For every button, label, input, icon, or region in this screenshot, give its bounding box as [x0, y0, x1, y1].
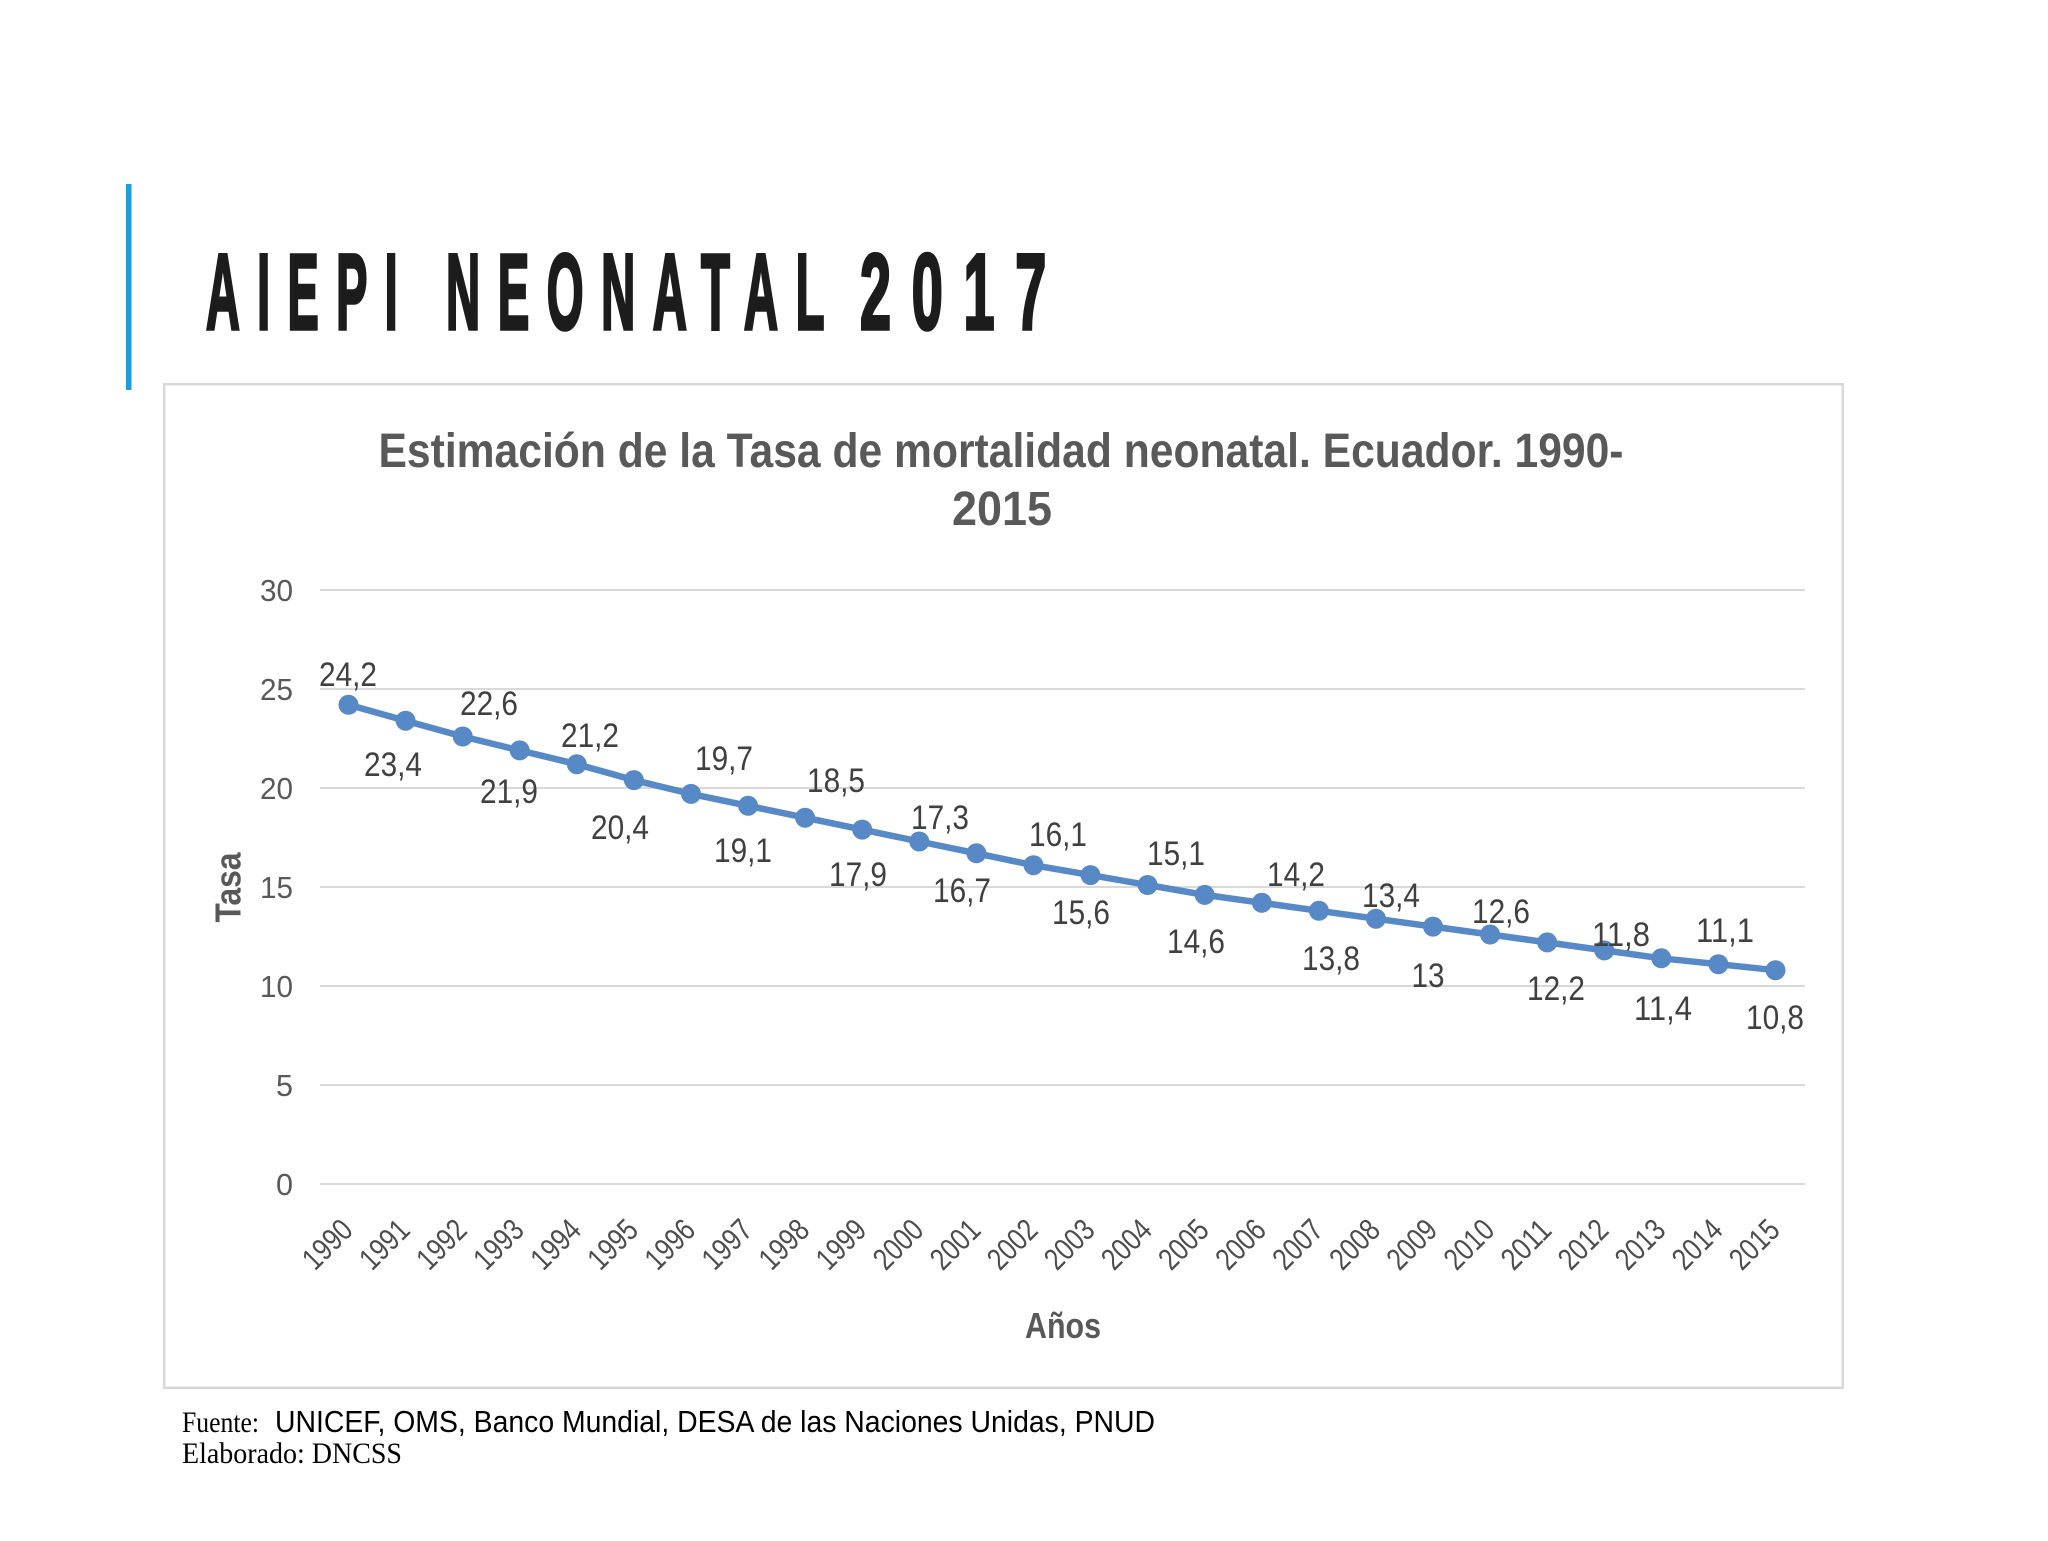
svg-text:12,2: 12,2 — [1527, 970, 1585, 1008]
svg-text:Elaborado: DNCSS: Elaborado: DNCSS — [182, 1437, 402, 1470]
svg-text:Años: Años — [1025, 1305, 1101, 1346]
svg-text:30: 30 — [260, 573, 293, 608]
svg-text:14,6: 14,6 — [1167, 923, 1225, 961]
svg-text:11,1: 11,1 — [1696, 912, 1754, 950]
svg-text:11,8: 11,8 — [1592, 916, 1650, 954]
svg-text:12,6: 12,6 — [1472, 893, 1530, 931]
svg-text:16,7: 16,7 — [933, 872, 991, 910]
svg-text:22,6: 22,6 — [460, 685, 518, 723]
svg-text:25: 25 — [260, 672, 293, 707]
svg-text:NEONATAL: NEONATAL — [446, 231, 842, 352]
svg-text:23,4: 23,4 — [364, 746, 422, 784]
svg-text:2017: 2017 — [860, 231, 1067, 352]
svg-text:13,4: 13,4 — [1362, 877, 1420, 915]
svg-text:19,1: 19,1 — [714, 832, 772, 870]
svg-text:15: 15 — [260, 870, 293, 905]
svg-text:UNICEF, OMS, Banco Mundial, DE: UNICEF, OMS, Banco Mundial, DESA de las … — [275, 1404, 1155, 1439]
svg-text:14,2: 14,2 — [1267, 856, 1325, 894]
svg-text:13,8: 13,8 — [1302, 940, 1360, 978]
svg-text:13: 13 — [1412, 957, 1445, 995]
svg-text:5: 5 — [276, 1068, 293, 1103]
svg-text:15,1: 15,1 — [1147, 835, 1205, 873]
svg-text:AIEPI: AIEPI — [206, 231, 415, 352]
svg-text:20,4: 20,4 — [591, 809, 649, 847]
svg-text:24,2: 24,2 — [319, 656, 377, 694]
svg-text:15,6: 15,6 — [1052, 894, 1110, 932]
svg-text:16,1: 16,1 — [1029, 816, 1087, 854]
svg-text:10,8: 10,8 — [1746, 999, 1804, 1037]
svg-text:Tasa: Tasa — [208, 852, 249, 923]
svg-text:2015: 2015 — [952, 483, 1052, 536]
svg-text:19,7: 19,7 — [695, 740, 753, 778]
svg-text:21,2: 21,2 — [561, 717, 619, 755]
svg-text:0: 0 — [276, 1167, 293, 1202]
svg-text:10: 10 — [260, 969, 293, 1004]
svg-text:18,5: 18,5 — [807, 762, 865, 800]
svg-text:21,9: 21,9 — [480, 773, 538, 811]
svg-text:17,9: 17,9 — [829, 856, 887, 894]
svg-text:Fuente:: Fuente: — [182, 1406, 259, 1439]
svg-text:20: 20 — [260, 771, 293, 806]
svg-text:17,3: 17,3 — [911, 799, 969, 837]
svg-text:11,4: 11,4 — [1634, 990, 1692, 1028]
svg-text:Estimación de la Tasa de morta: Estimación de la Tasa de mortalidad neon… — [379, 425, 1624, 478]
